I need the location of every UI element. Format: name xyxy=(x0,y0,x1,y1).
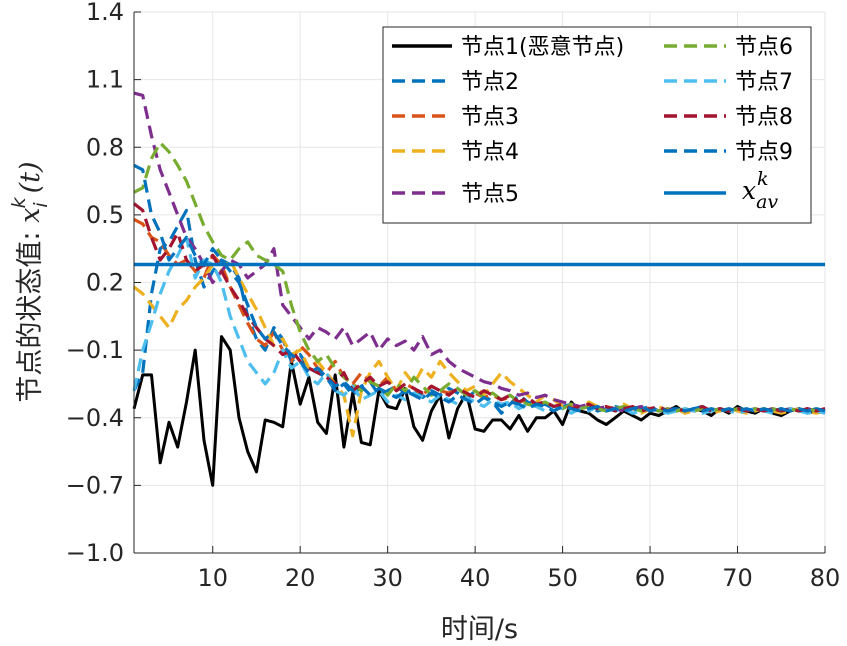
legend-label-average: xavk xyxy=(742,168,778,213)
axes: 10 20 30 40 50 60 70 80 1.4 1.1 0.8 0.5 0.2 −0.1 −0.4 −… xyxy=(66,0,841,592)
y-tick-label: −0.7 xyxy=(66,471,124,499)
y-tick-label: 0.5 xyxy=(86,201,124,229)
x-tick-label: 10 xyxy=(197,564,228,592)
axis-titles: 时间/s 节点的状态值: xik(t) xyxy=(8,161,518,645)
legend-label-3: 节点3 xyxy=(461,105,519,130)
y-tick-label: 1.1 xyxy=(86,66,124,94)
y-tick-label: −0.1 xyxy=(66,336,124,364)
y-tick-label: −0.4 xyxy=(66,404,124,432)
x-tick-label: 30 xyxy=(372,564,403,592)
x-tick-label: 60 xyxy=(635,564,666,592)
x-tick-label: 80 xyxy=(810,564,841,592)
x-axis-title: 时间/s xyxy=(441,614,518,645)
y-tick-label: −1.0 xyxy=(66,539,124,567)
y-axis-title: 节点的状态值: xik(t) xyxy=(8,161,52,402)
y-tick-label: 0.2 xyxy=(86,269,124,297)
x-tick-label: 20 xyxy=(285,564,316,592)
series-line-1 xyxy=(132,335,826,487)
x-tick-label: 50 xyxy=(547,564,578,592)
series-line-9 xyxy=(133,163,826,413)
series-lines xyxy=(132,91,826,487)
y-tick-label: 1.4 xyxy=(86,0,124,26)
legend-label-6: 节点6 xyxy=(735,35,793,60)
legend: 节点1(恶意节点) 节点2 节点3 节点4 节点5 节点6 节点7 节点8 节点9 xavk xyxy=(382,26,812,224)
legend-label-8: 节点8 xyxy=(735,105,793,130)
legend-box xyxy=(382,26,812,224)
legend-label-2: 节点2 xyxy=(461,70,519,95)
x-tick-label: 70 xyxy=(722,564,753,592)
x-tick-label: 40 xyxy=(460,564,491,592)
legend-label-9: 节点9 xyxy=(735,140,793,165)
y-tick-label: 0.8 xyxy=(86,133,124,161)
legend-label-7: 节点7 xyxy=(735,70,793,95)
series-line-6 xyxy=(133,141,826,413)
legend-label-4: 节点4 xyxy=(461,140,519,165)
legend-label-5: 节点5 xyxy=(461,182,519,207)
legend-label-1: 节点1(恶意节点) xyxy=(461,35,624,60)
